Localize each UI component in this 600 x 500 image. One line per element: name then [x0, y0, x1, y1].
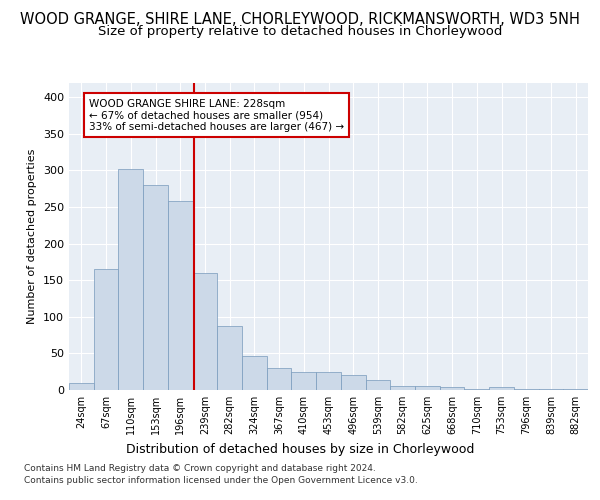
Text: Contains public sector information licensed under the Open Government Licence v3: Contains public sector information licen… [24, 476, 418, 485]
Bar [489, 387, 514, 390]
Text: Size of property relative to detached houses in Chorleywood: Size of property relative to detached ho… [98, 25, 502, 38]
Bar [415, 386, 440, 390]
Text: WOOD GRANGE, SHIRE LANE, CHORLEYWOOD, RICKMANSWORTH, WD3 5NH: WOOD GRANGE, SHIRE LANE, CHORLEYWOOD, RI… [20, 12, 580, 28]
Bar [267, 368, 292, 390]
Bar [69, 382, 94, 390]
Y-axis label: Number of detached properties: Number of detached properties [28, 148, 37, 324]
Bar [341, 376, 365, 390]
Bar [217, 326, 242, 390]
Bar [292, 372, 316, 390]
Text: WOOD GRANGE SHIRE LANE: 228sqm
← 67% of detached houses are smaller (954)
33% of: WOOD GRANGE SHIRE LANE: 228sqm ← 67% of … [89, 98, 344, 132]
Bar [193, 273, 217, 390]
Bar [440, 387, 464, 390]
Text: Contains HM Land Registry data © Crown copyright and database right 2024.: Contains HM Land Registry data © Crown c… [24, 464, 376, 473]
Bar [365, 380, 390, 390]
Bar [118, 169, 143, 390]
Bar [514, 388, 539, 390]
Bar [316, 372, 341, 390]
Bar [464, 388, 489, 390]
Bar [143, 185, 168, 390]
Bar [94, 269, 118, 390]
Text: Distribution of detached houses by size in Chorleywood: Distribution of detached houses by size … [126, 442, 474, 456]
Bar [242, 356, 267, 390]
Bar [168, 201, 193, 390]
Bar [390, 386, 415, 390]
